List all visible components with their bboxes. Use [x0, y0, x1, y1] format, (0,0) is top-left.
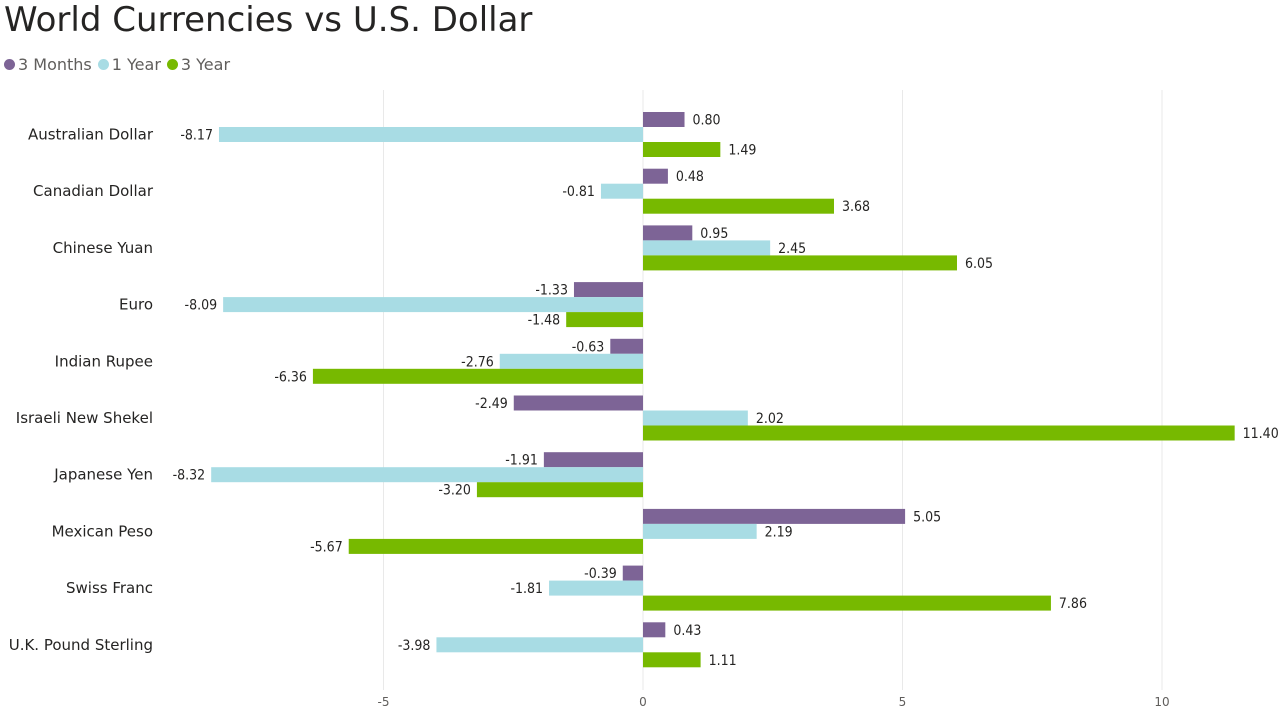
bar-1-9[interactable] — [436, 637, 643, 653]
legend-item-3-months[interactable]: 3 Months — [4, 55, 92, 74]
legend-dot-3-year — [166, 58, 178, 70]
bar-1-6[interactable] — [211, 467, 643, 483]
data-label-2-8: 7.86 — [1059, 596, 1087, 612]
bar-2-3[interactable] — [566, 312, 643, 328]
bar-0-2[interactable] — [643, 225, 693, 241]
bar-2-8[interactable] — [643, 595, 1051, 611]
bar-0-6[interactable] — [543, 452, 643, 468]
legend-dot-1-year — [97, 58, 109, 70]
bar-0-9[interactable] — [643, 622, 666, 638]
bar-1-3[interactable] — [223, 297, 643, 313]
category-label-4: Indian Rupee — [55, 352, 153, 370]
data-label-1-0: -8.17 — [180, 128, 213, 144]
bar-2-5[interactable] — [643, 425, 1235, 441]
category-label-1: Canadian Dollar — [33, 182, 154, 200]
category-label-3: Euro — [119, 296, 153, 314]
data-label-1-7: 2.19 — [765, 524, 793, 540]
legend-label-1-year: 1 Year — [111, 54, 161, 74]
bar-0-0[interactable] — [643, 112, 685, 127]
bar-2-6[interactable] — [476, 482, 643, 498]
data-label-0-5: -2.49 — [475, 396, 508, 412]
legend-dot-3-months — [4, 58, 15, 70]
data-label-0-2: 0.95 — [700, 226, 728, 242]
data-label-1-4: -2.76 — [461, 354, 494, 370]
x-tick-label-2: 5 — [899, 695, 907, 709]
bar-0-7[interactable] — [643, 508, 906, 524]
bar-2-2[interactable] — [643, 255, 957, 271]
data-label-2-7: -5.67 — [310, 539, 343, 555]
category-label-5: Israeli New Shekel — [16, 409, 153, 427]
chart-title: World Currencies vs U.S. Dollar — [4, 0, 533, 40]
data-label-0-0: 0.80 — [693, 113, 721, 129]
bar-0-3[interactable] — [573, 282, 643, 298]
data-label-2-2: 6.05 — [965, 256, 993, 272]
legend-item-3-year[interactable]: 3 Year — [166, 54, 231, 74]
bar-2-9[interactable] — [643, 652, 701, 668]
data-label-0-1: 0.48 — [676, 169, 704, 185]
bar-1-0[interactable] — [218, 127, 644, 142]
bar-0-1[interactable] — [643, 168, 668, 184]
bar-1-4[interactable] — [499, 353, 643, 369]
legend-label-3-year: 3 Year — [180, 54, 231, 74]
data-label-2-5: 11.40 — [1243, 426, 1279, 442]
bar-1-7[interactable] — [643, 523, 757, 539]
data-label-1-9: -3.98 — [398, 638, 431, 654]
x-tick-label-0: -5 — [378, 695, 390, 709]
data-label-2-1: 3.68 — [842, 199, 870, 215]
data-label-1-3: -8.09 — [185, 298, 218, 314]
category-label-8: Swiss Franc — [66, 579, 153, 597]
bar-0-4[interactable] — [610, 338, 643, 354]
category-label-7: Mexican Peso — [52, 522, 153, 540]
data-label-0-3: -1.33 — [535, 283, 568, 299]
data-label-1-6: -8.32 — [173, 468, 206, 484]
legend-item-1-year[interactable]: 1 Year — [97, 54, 161, 74]
bar-2-0[interactable] — [643, 142, 721, 157]
legend: 3 Months 1 Year 3 Year — [4, 54, 236, 74]
bar-1-5[interactable] — [643, 410, 748, 426]
data-label-1-1: -0.81 — [562, 184, 595, 200]
category-label-2: Chinese Yuan — [53, 239, 153, 257]
bar-1-8[interactable] — [549, 580, 643, 596]
data-label-0-9: 0.43 — [673, 623, 701, 639]
data-label-1-8: -1.81 — [510, 581, 543, 597]
x-tick-label-1: 0 — [639, 695, 647, 709]
bar-1-2[interactable] — [643, 240, 771, 256]
bar-1-1[interactable] — [600, 183, 643, 199]
legend-label-3-months: 3 Months — [18, 54, 92, 74]
data-label-2-4: -6.36 — [274, 369, 307, 385]
data-label-0-7: 5.05 — [913, 509, 941, 525]
data-label-0-8: -0.39 — [584, 566, 617, 582]
category-label-9: U.K. Pound Sterling — [9, 636, 153, 654]
bar-0-8[interactable] — [622, 565, 643, 581]
bar-2-1[interactable] — [643, 198, 834, 214]
bar-0-5[interactable] — [513, 395, 643, 411]
category-label-6: Japanese Yen — [53, 466, 153, 484]
data-label-2-9: 1.11 — [709, 653, 737, 669]
bar-2-4[interactable] — [312, 368, 643, 384]
bar-2-7[interactable] — [348, 538, 643, 554]
data-label-0-6: -1.91 — [505, 453, 538, 469]
data-label-2-0: 1.49 — [728, 143, 756, 159]
x-tick-label-3: 10 — [1154, 695, 1169, 709]
data-label-2-6: -3.20 — [438, 483, 471, 499]
data-label-1-5: 2.02 — [756, 411, 784, 427]
data-label-2-3: -1.48 — [528, 313, 561, 329]
data-label-1-2: 2.45 — [778, 241, 806, 257]
category-label-0: Australian Dollar — [28, 126, 154, 144]
data-label-0-4: -0.63 — [572, 339, 605, 355]
